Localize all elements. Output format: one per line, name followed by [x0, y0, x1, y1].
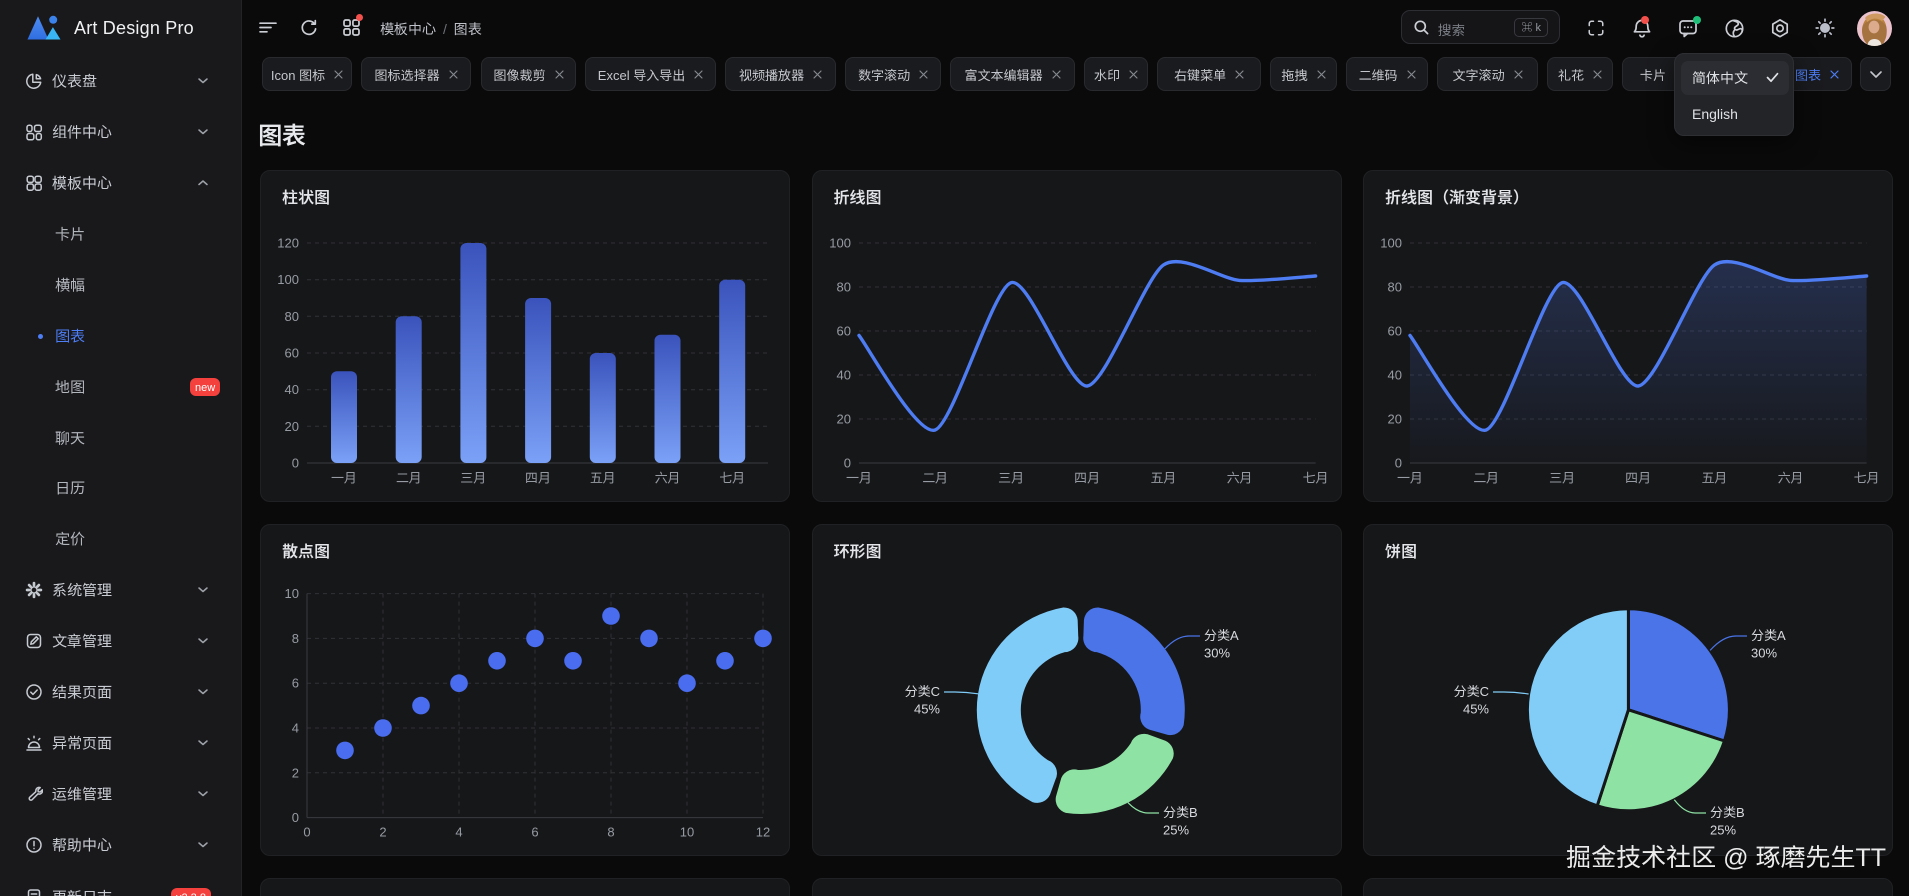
svg-text:100: 100 [829, 233, 851, 252]
svg-text:分类C: 分类C [904, 681, 939, 700]
svg-text:40: 40 [285, 379, 299, 398]
svg-text:0: 0 [1395, 453, 1402, 472]
svg-text:12: 12 [756, 822, 770, 841]
svg-text:六月: 六月 [1777, 468, 1803, 487]
svg-text:三月: 三月 [460, 468, 486, 487]
svg-text:0: 0 [303, 822, 310, 841]
svg-text:一月: 一月 [331, 468, 357, 487]
svg-text:四月: 四月 [1074, 468, 1100, 487]
svg-text:20: 20 [836, 409, 850, 428]
svg-text:六月: 六月 [654, 468, 680, 487]
svg-text:二月: 二月 [396, 468, 422, 487]
svg-text:六月: 六月 [1226, 468, 1252, 487]
svg-text:60: 60 [1388, 321, 1402, 340]
svg-text:6: 6 [531, 822, 538, 841]
svg-text:2: 2 [379, 822, 386, 841]
svg-text:二月: 二月 [1473, 468, 1499, 487]
svg-text:四月: 四月 [1625, 468, 1651, 487]
svg-text:一月: 一月 [1397, 468, 1423, 487]
svg-text:10: 10 [285, 583, 299, 602]
svg-text:4: 4 [455, 822, 462, 841]
svg-text:100: 100 [277, 269, 299, 288]
svg-text:8: 8 [607, 822, 614, 841]
svg-text:120: 120 [277, 233, 299, 252]
svg-text:三月: 三月 [998, 468, 1024, 487]
svg-text:6: 6 [292, 673, 299, 692]
svg-text:40: 40 [836, 365, 850, 384]
svg-text:七月: 七月 [1854, 468, 1880, 487]
svg-text:七月: 七月 [719, 468, 745, 487]
svg-text:五月: 五月 [1701, 468, 1727, 487]
svg-text:分类C: 分类C [1454, 681, 1489, 700]
svg-text:25%: 25% [1163, 820, 1189, 839]
svg-text:三月: 三月 [1549, 468, 1575, 487]
svg-text:80: 80 [285, 306, 299, 325]
svg-text:4: 4 [292, 718, 299, 737]
svg-text:0: 0 [292, 807, 299, 826]
svg-text:10: 10 [680, 822, 694, 841]
svg-text:40: 40 [1388, 365, 1402, 384]
svg-text:20: 20 [1388, 409, 1402, 428]
svg-text:100: 100 [1380, 233, 1402, 252]
svg-text:五月: 五月 [1150, 468, 1176, 487]
svg-text:0: 0 [843, 453, 850, 472]
svg-text:0: 0 [292, 453, 299, 472]
svg-text:8: 8 [292, 628, 299, 647]
svg-text:60: 60 [836, 321, 850, 340]
svg-text:四月: 四月 [525, 468, 551, 487]
svg-text:分类A: 分类A [1204, 625, 1239, 644]
svg-text:分类B: 分类B [1163, 802, 1198, 821]
svg-text:20: 20 [285, 416, 299, 435]
svg-text:七月: 七月 [1302, 468, 1328, 487]
svg-text:分类A: 分类A [1751, 625, 1786, 644]
svg-text:60: 60 [285, 343, 299, 362]
svg-text:80: 80 [836, 277, 850, 296]
svg-text:45%: 45% [913, 699, 939, 718]
svg-text:五月: 五月 [590, 468, 616, 487]
svg-text:25%: 25% [1710, 820, 1736, 839]
svg-text:45%: 45% [1463, 699, 1489, 718]
svg-text:一月: 一月 [845, 468, 871, 487]
svg-text:30%: 30% [1751, 643, 1777, 662]
svg-text:30%: 30% [1204, 643, 1230, 662]
svg-text:2: 2 [292, 762, 299, 781]
svg-text:80: 80 [1388, 277, 1402, 296]
svg-text:分类B: 分类B [1710, 802, 1745, 821]
svg-text:二月: 二月 [922, 468, 948, 487]
